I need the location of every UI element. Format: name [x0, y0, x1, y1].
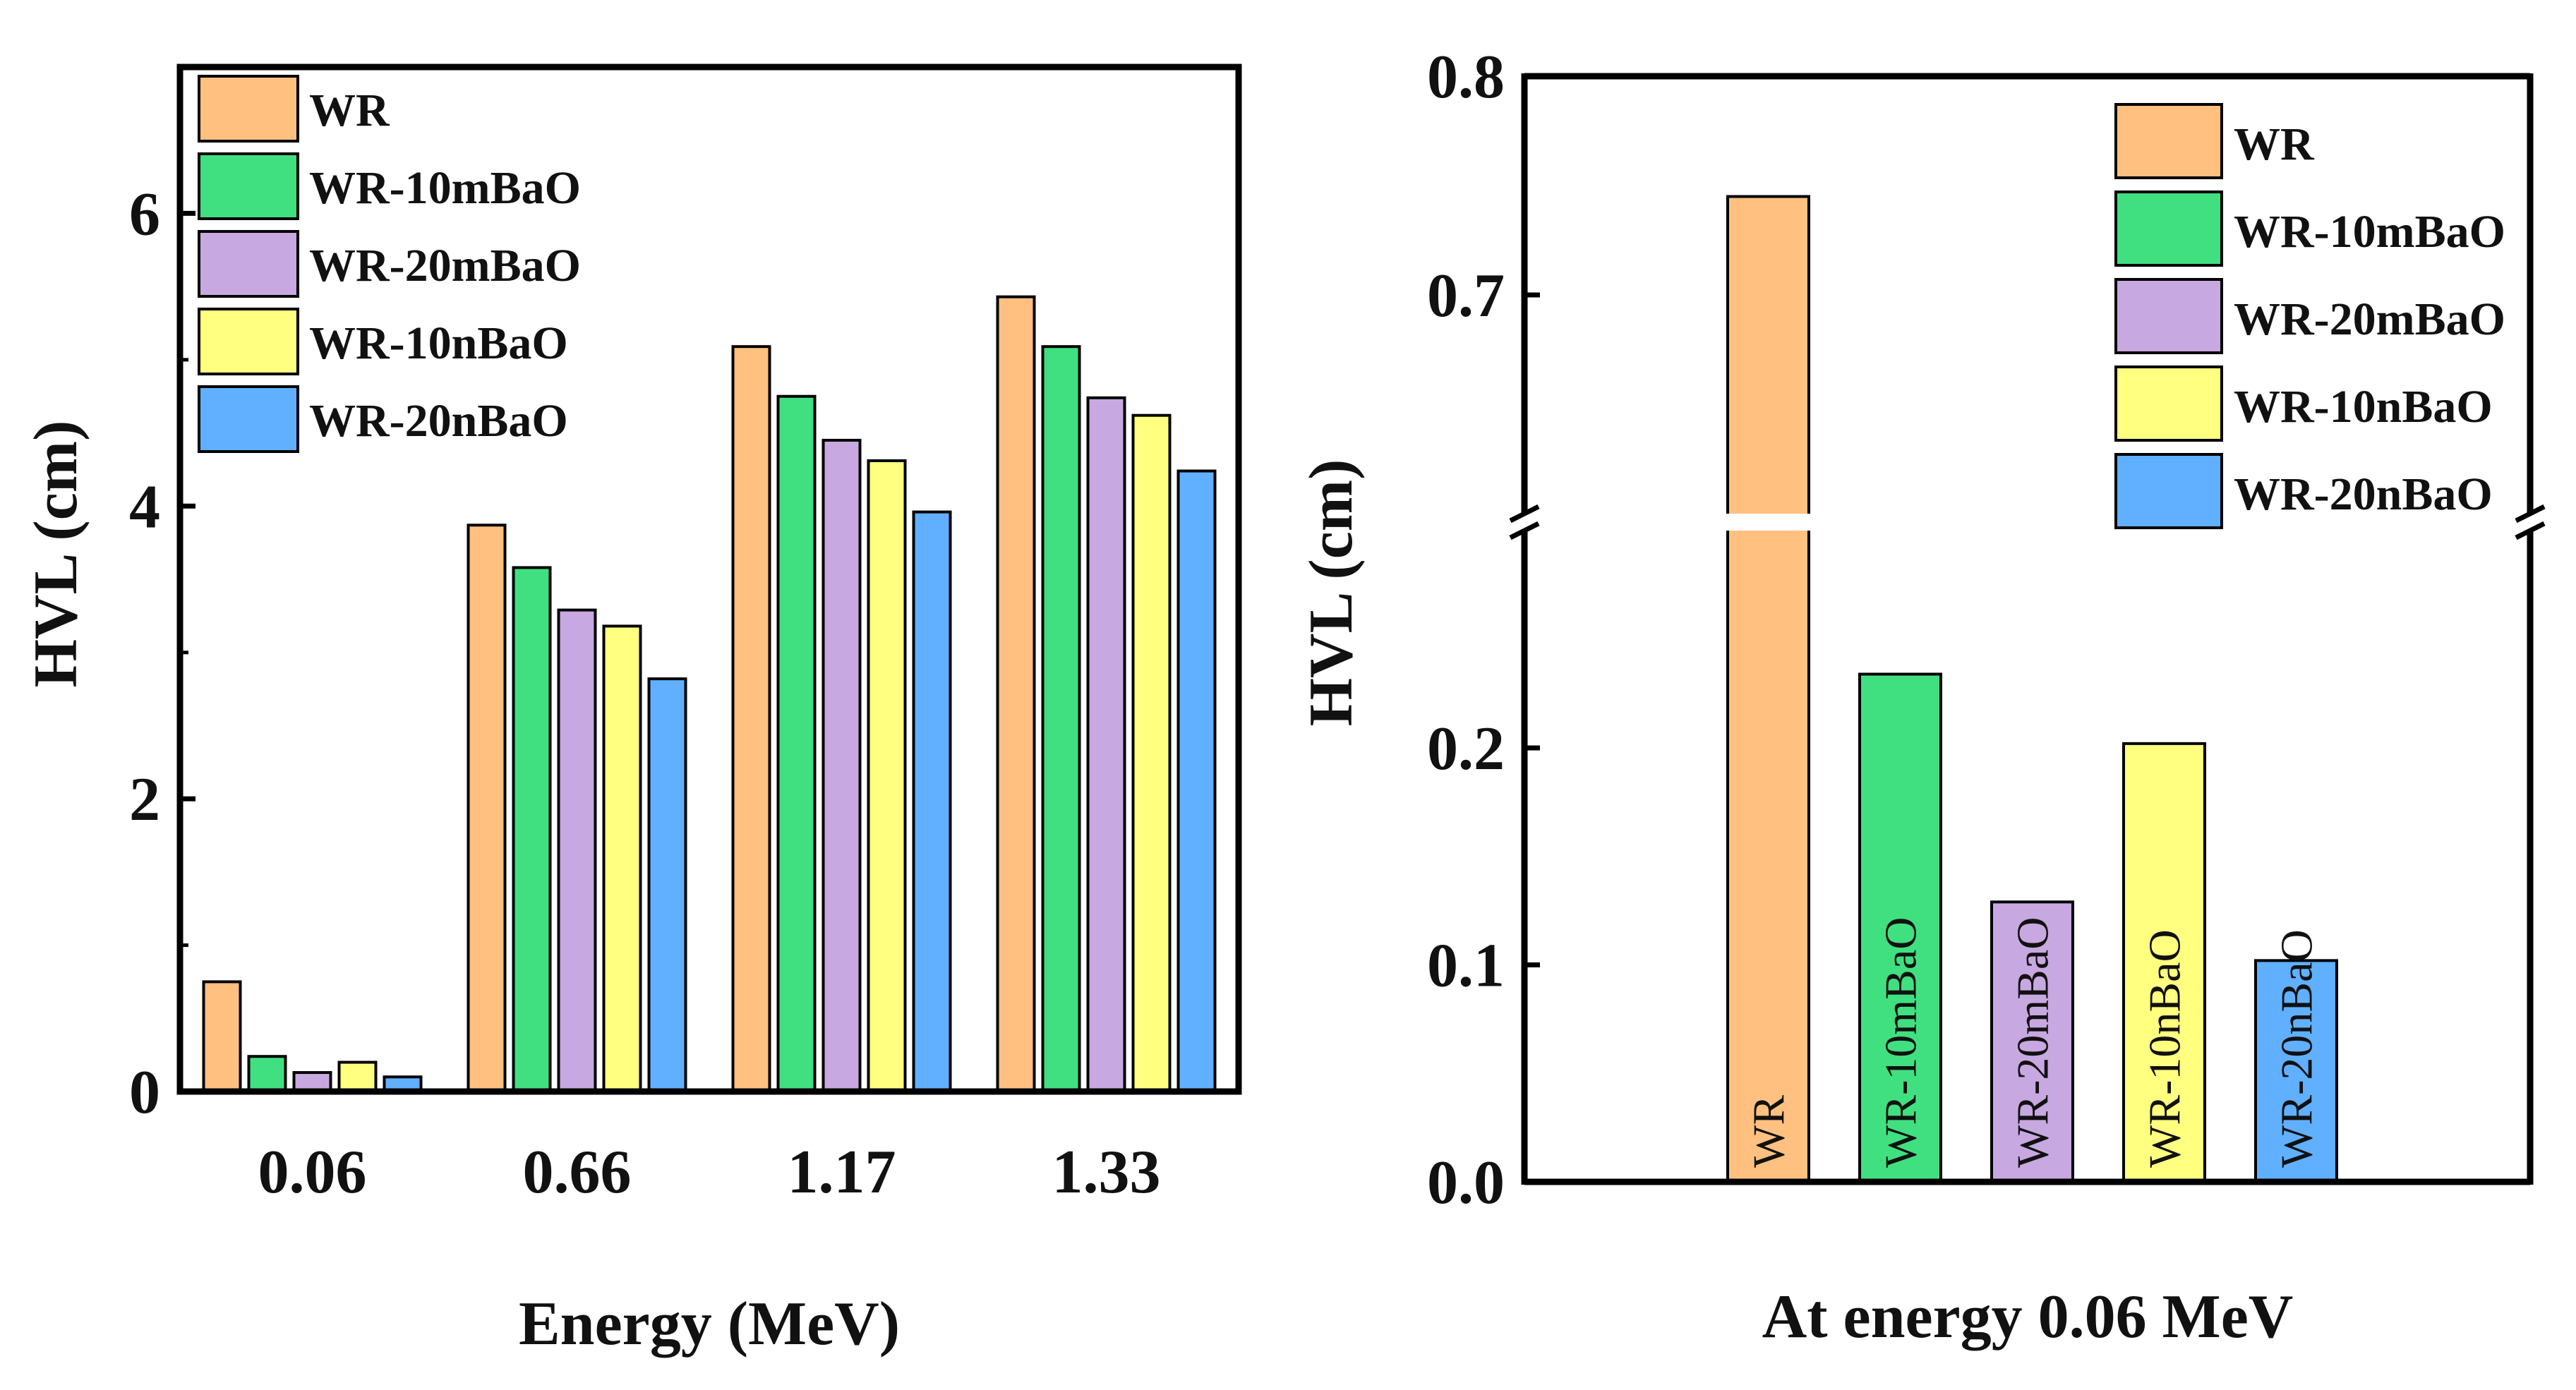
left-y-ticks: 0 2 4 6: [129, 180, 195, 1127]
y-tick-label-6: 6: [129, 180, 160, 248]
left-x-axis-title: Energy (MeV): [519, 1290, 900, 1358]
bar-wr-20nbao-0_66: [647, 677, 687, 1093]
y-tick-label-0_8: 0.8: [1427, 43, 1505, 111]
right-bars: [1725, 195, 2338, 1183]
x-tick-label-1_17: 1.17: [788, 1138, 896, 1207]
bar-wr-10nbao-1_33: [1131, 413, 1172, 1093]
bar-wr-20mbao-1_33: [1086, 396, 1126, 1093]
legend-label-wr-20nbao: WR-20nBaO: [309, 395, 568, 447]
bar-wr-20mbao-0_66: [557, 608, 597, 1093]
bar-break-gap: [1725, 514, 1812, 531]
right-legend: WR WR-10mBaO WR-20mBaO WR-10nBaO WR-20nBaO: [2114, 103, 2505, 529]
x-tick-label-0_66: 0.66: [523, 1138, 632, 1207]
left-chart: 0 2 4 6 0.06 0.66 1.17 1.33 HVL (cm) Energy (M…: [22, 64, 1242, 1358]
left-plot-frame: [176, 64, 1242, 1095]
y-tick-label-4: 4: [129, 473, 160, 541]
left-legend: WR WR-10mBaO WR-20mBaO WR-10nBaO WR-20nBaO: [198, 75, 581, 453]
bar-wr-10mbao-0_66: [512, 566, 552, 1093]
right-y-ticks: 0.0 0.1 0.2 0.7 0.8: [1427, 43, 1540, 1217]
bar-label-wr-20nbao: WR-20nBaO: [2272, 929, 2322, 1168]
bar-wr-20mbao-1_17: [821, 438, 862, 1093]
legend-label-wr-10mbao: WR-10mBaO: [2234, 206, 2505, 258]
bar-wr-10nbao: [2122, 742, 2206, 1183]
legend-swatch-wr: [198, 75, 299, 143]
bar-wr-10mbao-1_33: [1041, 345, 1081, 1093]
left-y-axis-title: HVL (cm): [22, 421, 90, 688]
axis-break-right: [2515, 504, 2546, 540]
legend-swatch-wr-20nbao: [198, 385, 299, 453]
legend-swatch-wr-20mbao: [198, 230, 299, 298]
bar-wr-20nbao-1_17: [912, 510, 952, 1093]
bar-wr-1_17: [731, 345, 771, 1093]
legend-swatch-wr-20nbao: [2114, 453, 2223, 529]
bar-wr-10mbao-1_17: [776, 394, 817, 1093]
legend-swatch-wr: [2114, 103, 2223, 179]
left-x-ticks: 0.06 0.66 1.17 1.33: [258, 1138, 1161, 1207]
legend-label-wr: WR: [2234, 119, 2315, 170]
bar-wr-10mbao: [1858, 672, 1942, 1183]
legend-label-wr-10nbao: WR-10nBaO: [2234, 381, 2493, 433]
x-tick-label-0_06: 0.06: [258, 1138, 367, 1207]
legend-label-wr-10mbao: WR-10mBaO: [309, 162, 581, 214]
bar-label-wr-20mbao: WR-20mBaO: [2008, 917, 2058, 1168]
bar-wr-20nbao-1_33: [1176, 469, 1217, 1093]
right-bar-labels: WR WR-10mBaO WR-20mBaO WR-10nBaO WR-20nBaO: [1744, 917, 2322, 1168]
bar-wr-10nbao-1_17: [867, 459, 907, 1093]
y-tick-label-0_1: 0.1: [1427, 932, 1505, 1001]
y-tick-label-0_7: 0.7: [1427, 262, 1505, 330]
y-tick-label-0_0: 0.0: [1427, 1149, 1505, 1217]
bar-wr-0_06: [202, 980, 242, 1094]
right-y-axis-title: HVL (cm): [1297, 459, 1366, 727]
y-tick-label-2: 2: [129, 766, 160, 834]
right-chart: WR WR-10mBaO WR-20mBaO WR-10nBaO WR-20nBaO 0…: [1297, 43, 2546, 1351]
y-tick-label-0: 0: [129, 1058, 160, 1127]
bar-wr-0_66: [467, 524, 507, 1093]
bar-wr-20mbao: [1990, 900, 2074, 1183]
legend-swatch-wr-10mbao: [2114, 191, 2223, 267]
legend-label-wr-10nbao: WR-10nBaO: [309, 318, 568, 369]
x-tick-label-1_33: 1.33: [1052, 1138, 1161, 1207]
bar-wr-10nbao-0_06: [337, 1060, 378, 1093]
legend-swatch-wr-10mbao: [198, 152, 299, 220]
legend-label-wr-20nbao: WR-20nBaO: [2234, 469, 2493, 520]
legend-label-wr: WR: [309, 85, 390, 136]
legend-swatch-wr-20mbao: [2114, 278, 2223, 354]
legend-label-wr-20mbao: WR-20mBaO: [2234, 294, 2505, 345]
left-bars: [202, 295, 1217, 1094]
bar-wr: [1726, 195, 1810, 1183]
legend-swatch-wr-10nbao: [2114, 365, 2223, 442]
bar-label-wr: WR: [1744, 1095, 1794, 1168]
right-x-axis-title: At energy 0.06 MeV: [1762, 1283, 2294, 1351]
y-tick-label-0_2: 0.2: [1427, 715, 1505, 783]
bar-wr-20nbao: [2254, 959, 2338, 1183]
bar-wr-10nbao-0_66: [602, 624, 642, 1093]
bar-wr-10mbao-0_06: [247, 1055, 287, 1094]
bar-label-wr-10mbao: WR-10mBaO: [1876, 917, 1926, 1168]
legend-label-wr-20mbao: WR-20mBaO: [309, 240, 581, 291]
bar-label-wr-10nbao: WR-10nBaO: [2140, 929, 2190, 1168]
axis-break-left: [1509, 504, 1540, 540]
bar-wr-1_33: [996, 295, 1036, 1094]
legend-swatch-wr-10nbao: [198, 308, 299, 375]
